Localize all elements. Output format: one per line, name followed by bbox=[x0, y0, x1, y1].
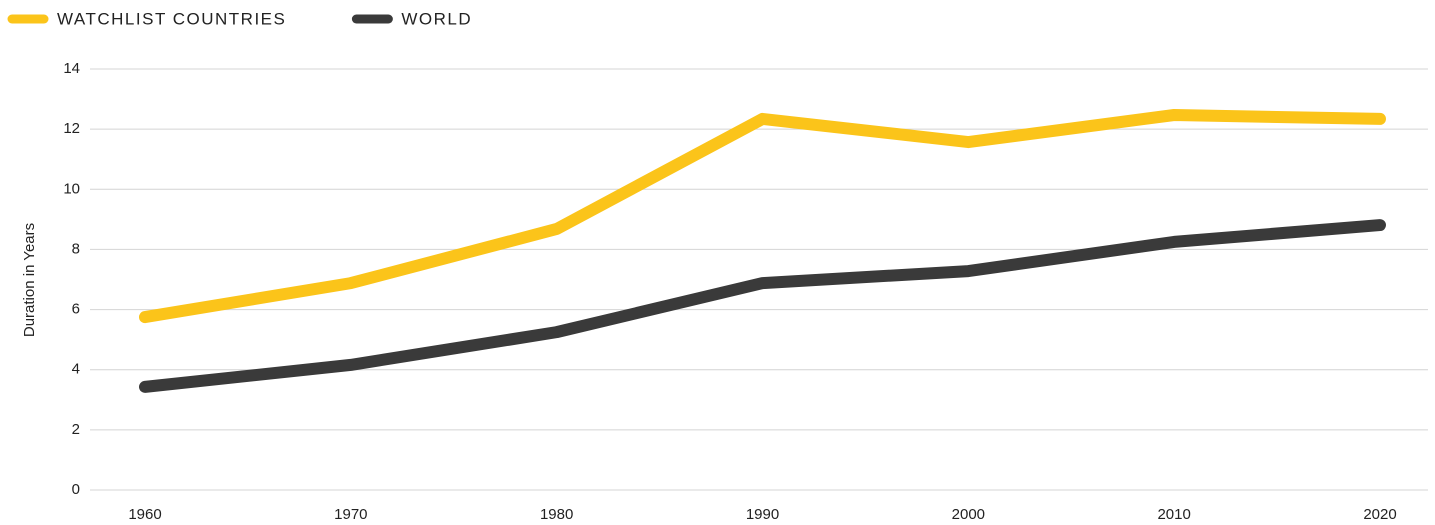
x-tick-label: 2020 bbox=[1363, 506, 1396, 523]
y-tick-label: 2 bbox=[72, 421, 80, 438]
y-tick-label: 6 bbox=[72, 301, 80, 318]
line-series bbox=[139, 219, 1386, 393]
y-tick-label: 14 bbox=[63, 60, 80, 77]
x-tick-label: 2000 bbox=[952, 506, 985, 523]
y-tick-label: 10 bbox=[63, 180, 80, 197]
x-tick-label: 1970 bbox=[334, 506, 367, 523]
legend-label: WORLD bbox=[401, 9, 472, 28]
x-tick-label: 2010 bbox=[1157, 506, 1190, 523]
y-tick-label: 8 bbox=[72, 240, 80, 257]
x-tick-label: 1960 bbox=[128, 506, 161, 523]
legend-label: WATCHLIST COUNTRIES bbox=[57, 9, 286, 28]
x-tick-label: 1990 bbox=[746, 506, 779, 523]
y-tick-label: 0 bbox=[72, 481, 80, 498]
x-tick-label: 1980 bbox=[540, 506, 573, 523]
y-axis-label: Duration in Years bbox=[21, 223, 38, 337]
y-tick-label: 12 bbox=[63, 120, 80, 137]
y-tick-label: 4 bbox=[72, 361, 80, 378]
line-series bbox=[139, 109, 1386, 324]
